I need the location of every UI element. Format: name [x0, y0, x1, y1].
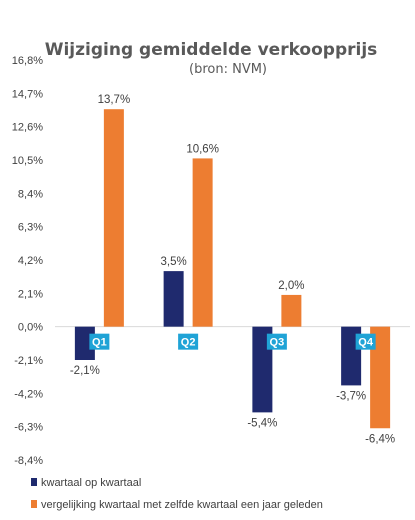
- y-tick-label: 12,6%: [12, 122, 43, 134]
- category-label: Q3: [270, 337, 285, 349]
- legend: kwartaal op kwartaal vergelijking kwartaa…: [31, 477, 323, 511]
- category-label: Q2: [181, 337, 196, 349]
- y-tick-label: -4,2%: [14, 388, 43, 400]
- legend-swatch: [31, 500, 37, 508]
- y-tick-label: -2,1%: [14, 355, 43, 367]
- y-tick-label: -6,3%: [14, 422, 43, 434]
- bar-q3-series-2: [281, 294, 302, 327]
- category-label-box: [355, 333, 376, 350]
- category-label-box: [178, 333, 199, 350]
- legend-entry: kwartaal op kwartaal: [41, 477, 141, 489]
- bar-q2-series-2: [192, 158, 213, 327]
- y-tick-label: 10,5%: [12, 155, 43, 167]
- y-tick-label: 14,7%: [12, 88, 43, 100]
- legend-entry: vergelijking kwartaal met zelfde kwartaa…: [41, 499, 323, 511]
- bar-q1-series-2: [103, 109, 124, 327]
- y-tick-label: 8,4%: [18, 188, 43, 200]
- y-tick-label: 16,8%: [12, 55, 43, 67]
- data-label-q2-series-2: 10,6%: [186, 143, 219, 155]
- data-label-q3-series-2: 2,0%: [278, 280, 304, 292]
- data-labels: -2,1% 13,7% 3,5% 10,6% -5,4% 2,0% -3,7% -6,4%: [70, 94, 395, 445]
- category-label-box: [266, 333, 287, 350]
- chart-title: Wijziging gemiddelde verkoopprijs: [45, 40, 378, 60]
- bar-q4-series-2: [370, 326, 391, 429]
- data-label-q1-series-2: 13,7%: [98, 94, 131, 106]
- bars: [74, 109, 391, 429]
- category-label: Q4: [358, 337, 374, 349]
- y-tick-label: 4,2%: [18, 255, 43, 267]
- data-label-q4-series-1: -3,7%: [336, 390, 366, 402]
- data-label-q2-series-1: 3,5%: [161, 256, 187, 268]
- y-tick-label: -8,4%: [14, 455, 43, 467]
- y-axis: 16,8% 14,7% 12,6% 10,5% 8,4% 6,3% 4,2% 2,1% 0,0%…: [12, 55, 43, 467]
- category-label: Q1: [92, 337, 107, 349]
- data-label-q1-series-1: -2,1%: [70, 365, 100, 377]
- legend-swatch: [31, 478, 37, 486]
- y-tick-label: 0,0%: [18, 322, 43, 334]
- chart-subtitle: (bron: NVM): [189, 62, 267, 77]
- y-tick-label: 2,1%: [18, 288, 43, 300]
- category-labels: Q1 Q2 Q3 Q4: [89, 333, 376, 350]
- data-label-q3-series-1: -5,4%: [247, 417, 277, 429]
- data-label-q4-series-2: -6,4%: [365, 433, 395, 445]
- bar-q2-series-1: [163, 271, 184, 327]
- category-label-box: [89, 333, 110, 350]
- y-tick-label: 6,3%: [18, 222, 43, 234]
